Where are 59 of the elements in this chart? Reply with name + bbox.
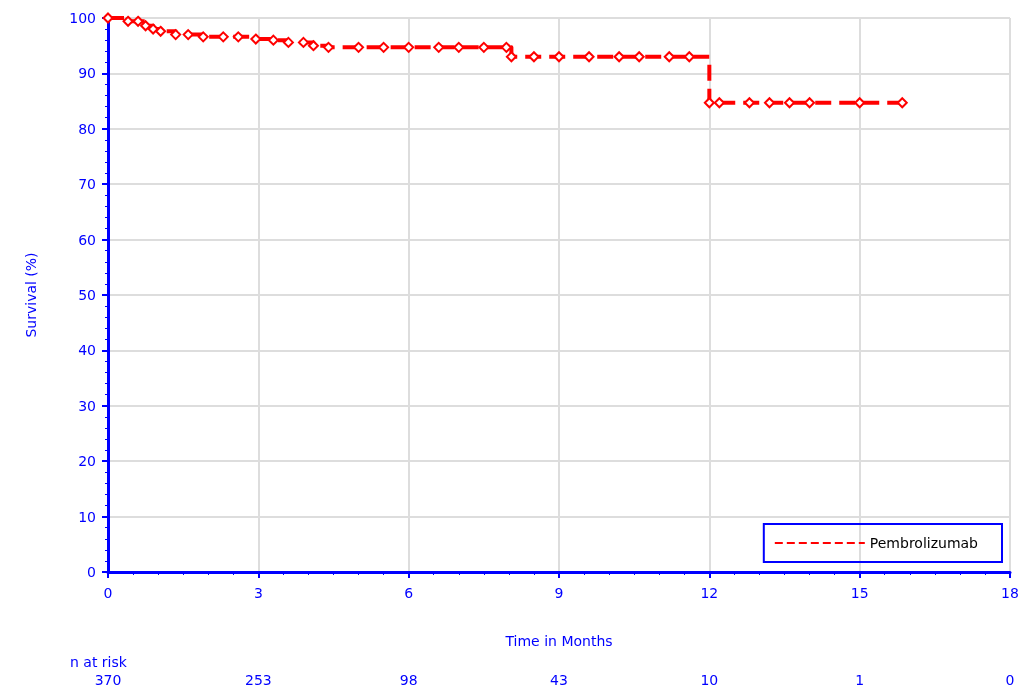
text: 98	[399, 672, 418, 688]
text: 0	[1005, 672, 1015, 688]
point	[378, 41, 390, 53]
point	[170, 29, 182, 41]
y-tick-label: 40	[78, 342, 96, 359]
x-axis-title: Time in Months	[504, 633, 613, 649]
y-tick-label: 0	[87, 564, 96, 580]
x-tick-label: 3	[253, 585, 263, 601]
x-tick-label: 6	[404, 585, 414, 601]
point	[633, 51, 645, 63]
point	[297, 36, 309, 48]
text: n at risk	[70, 654, 128, 670]
point	[182, 29, 194, 41]
point	[282, 36, 294, 48]
point	[155, 25, 167, 37]
text: Pembrolizumab	[869, 535, 979, 551]
y-tick-label: 20	[78, 453, 96, 470]
y-tick-label: 10	[78, 508, 96, 525]
point	[132, 15, 144, 27]
point	[122, 15, 134, 27]
point	[403, 41, 415, 53]
point	[553, 51, 565, 63]
text: 1	[855, 672, 865, 688]
point	[353, 41, 365, 53]
point	[896, 97, 908, 109]
y-tick-label: 90	[78, 65, 96, 82]
point	[743, 97, 755, 109]
point	[613, 51, 625, 63]
point	[232, 31, 244, 43]
y-tick-label: 50	[78, 287, 96, 303]
text: 253	[244, 672, 272, 688]
x-tick-label: 15	[850, 585, 869, 601]
point	[528, 51, 540, 63]
x-tick-label: 18	[1001, 585, 1019, 601]
y-tick-label: 100	[69, 10, 96, 26]
point	[763, 97, 775, 109]
point	[804, 97, 816, 109]
point	[322, 41, 334, 53]
y-axis-title: Survival (%)	[23, 252, 39, 338]
y-tick-label: 80	[78, 120, 96, 137]
x-tick-label: 9	[554, 585, 564, 601]
y-tick-label: 70	[78, 176, 96, 193]
text: 43	[550, 672, 568, 688]
y-tick-label: 60	[78, 231, 96, 248]
x-tick-label: 12	[700, 585, 719, 601]
point	[583, 51, 595, 63]
point	[703, 97, 715, 109]
point	[505, 51, 517, 63]
point	[478, 41, 490, 53]
x-tick-label: 0	[103, 585, 113, 601]
point	[713, 97, 725, 109]
point	[197, 31, 209, 43]
text: 10	[700, 672, 719, 688]
point	[217, 31, 229, 43]
point	[267, 34, 279, 46]
point	[663, 51, 675, 63]
text: 370	[94, 672, 122, 688]
point	[307, 40, 319, 52]
y-tick-label: 30	[78, 397, 96, 414]
